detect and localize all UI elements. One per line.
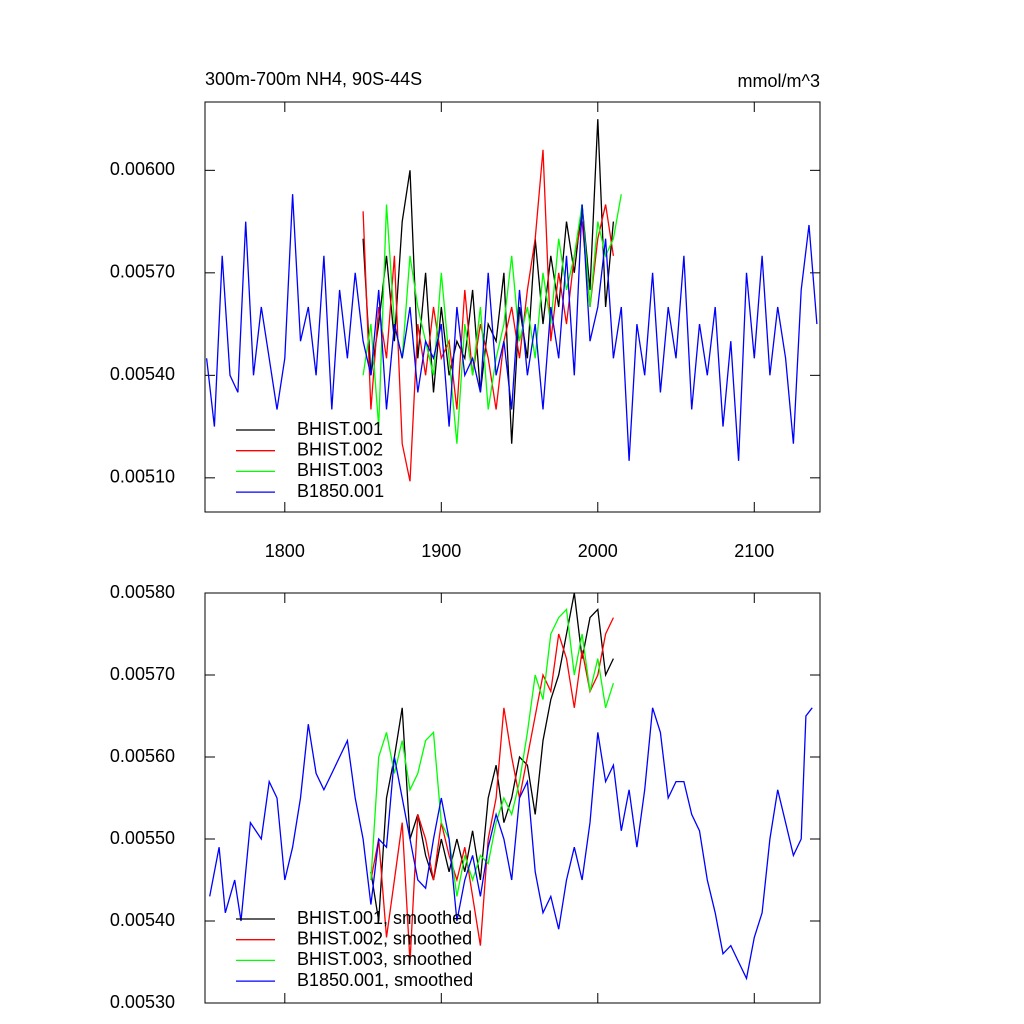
x-tick-label: 2000 (578, 541, 618, 561)
y-tick-label: 0.00570 (110, 262, 175, 282)
legend-label: B1850.001 (297, 481, 384, 501)
series-line (370, 607, 615, 897)
x-tick-label: 2100 (734, 541, 774, 561)
y-tick-label: 0.00510 (110, 467, 175, 487)
x-tick-label: 1800 (265, 541, 305, 561)
series-line (370, 617, 614, 963)
legend-label: BHIST.002, smoothed (297, 928, 472, 948)
plot-frame (204, 592, 821, 1004)
series-line (370, 592, 614, 922)
series-line (362, 149, 615, 482)
y-tick-label: 0.00540 (110, 364, 175, 384)
legend-label: BHIST.001 (297, 419, 383, 439)
y-tick-label: 0.00580 (110, 582, 175, 602)
legend-label: BHIST.003 (297, 460, 383, 480)
x-tick-label: 1900 (421, 541, 461, 561)
y-tick-label: 0.00570 (110, 664, 175, 684)
series-line (362, 194, 622, 444)
legend-label: B1850.001, smoothed (297, 970, 473, 990)
series-line (362, 119, 615, 444)
legend-label: BHIST.001, smoothed (297, 908, 472, 928)
y-tick-label: 0.00540 (110, 910, 175, 930)
y-tick-label: 0.00530 (110, 992, 175, 1012)
chart-title: 300m-700m NH4, 90S-44S (205, 69, 422, 89)
plot-frame (204, 101, 821, 513)
legend-label: BHIST.003, smoothed (297, 949, 472, 969)
y-tick-label: 0.00600 (110, 159, 175, 179)
series-line (209, 707, 813, 981)
y-tick-label: 0.00550 (110, 828, 175, 848)
units-label: mmol/m^3 (738, 71, 820, 91)
legend-label: BHIST.002 (297, 439, 383, 459)
y-tick-label: 0.00560 (110, 746, 175, 766)
series-line (205, 194, 818, 461)
